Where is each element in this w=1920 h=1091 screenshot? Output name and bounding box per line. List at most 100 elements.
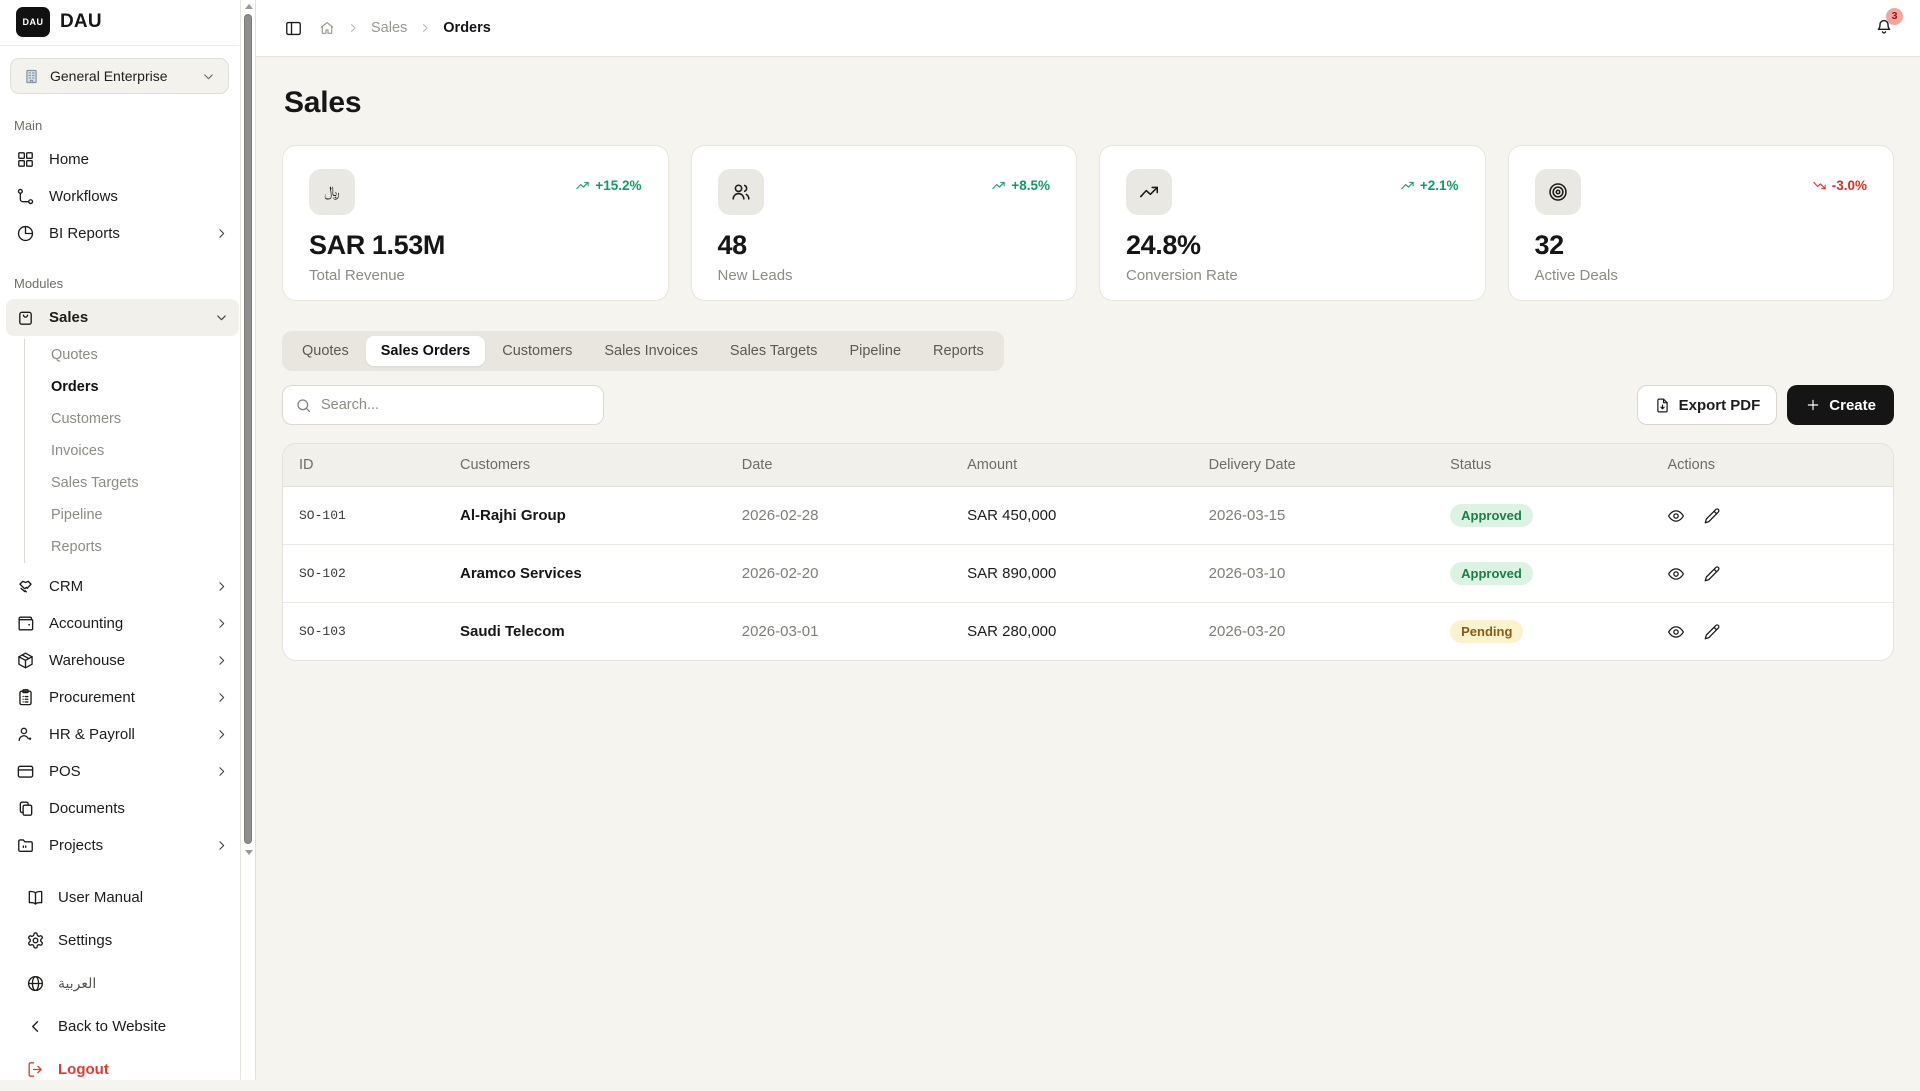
search-input[interactable] [321,397,591,413]
scrollbar-thumb[interactable] [244,14,252,844]
sidebar-item-pos[interactable]: POS [6,753,239,790]
sidebar-item-hr-payroll[interactable]: HR & Payroll [6,716,239,753]
sidebar: DAU DAU General Enterprise Main Home Wor… [0,0,256,1080]
tab-quotes[interactable]: Quotes [302,343,349,359]
tab-customers[interactable]: Customers [502,343,573,359]
pie-chart-icon [16,224,35,243]
view-order-button[interactable] [1667,565,1685,583]
toolbar: Export PDF Create [282,385,1894,425]
order-customer: Aramco Services [444,544,726,603]
sidebar-toggle-button[interactable] [284,19,303,38]
kpi-label: Active Deals [1534,267,1618,284]
kpi-value: SAR 1.53M [309,230,445,260]
sidebar-item-workflows[interactable]: Workflows [6,178,239,215]
target-icon [1547,181,1569,203]
edit-order-button[interactable] [1703,623,1721,641]
order-customer: Al-Rajhi Group [444,486,726,545]
sidebar-item-projects[interactable]: Projects [6,827,239,864]
kpi-icon-box [1534,169,1581,215]
user-manual[interactable]: User Manual [0,876,239,919]
eye-icon [1667,565,1685,583]
sidebar-item-label: HR & Payroll [49,726,135,743]
search-box [282,385,604,425]
sidebar-subitem-reports[interactable]: Reports [51,539,102,555]
table-header-row: ID Customers Date Amount Delivery Date Status… [283,444,1893,487]
order-delivery-date: 2026-03-15 [1192,486,1435,545]
sidebar-item-bi-reports[interactable]: BI Reports [6,215,239,252]
eye-icon [1667,623,1685,641]
sidebar-item-warehouse[interactable]: Warehouse [6,642,239,679]
scrollbar-down-arrow[interactable] [244,850,253,855]
kpi-card-new-leads: +8.5% 48 New Leads [690,145,1077,301]
sidebar-subitem-orders[interactable]: Orders [51,379,99,395]
tab-sales-orders[interactable]: Sales Orders [365,336,486,366]
create-button[interactable]: Create [1787,385,1894,425]
table-row[interactable]: SO-103 Saudi Telecom 2026-03-01 SAR 280,… [283,603,1893,661]
column-header-id: ID [283,444,444,487]
export-pdf-label: Export PDF [1678,396,1761,414]
trending-up-icon [1138,181,1160,203]
logout[interactable]: Logout [0,1048,239,1091]
breadcrumb-item-orders: Orders [443,20,491,36]
sidebar-item-sales[interactable]: Sales [6,299,239,336]
footer-item-label: Logout [58,1061,109,1078]
status-badge: Approved [1450,562,1533,585]
sidebar-item-crm[interactable]: CRM [6,568,239,605]
trend-up-icon [991,178,1006,193]
table-row[interactable]: SO-101 Al-Rajhi Group 2026-02-28 SAR 450… [283,486,1893,545]
notifications-button[interactable]: 3 [1874,7,1903,36]
order-id: SO-103 [299,624,346,639]
app-logo: DAU DAU [0,0,239,46]
clipboard-list-icon [16,688,35,707]
content: Sales ﷼ +15.2% SAR 1.53M Total Revenue +… [256,57,1920,1080]
pencil-icon [1703,623,1721,641]
kpi-icon-box [717,169,764,215]
sidebar-subitem-sales-targets[interactable]: Sales Targets [51,475,139,491]
sidebar-subitem-invoices[interactable]: Invoices [51,443,105,459]
sidebar-item-home[interactable]: Home [6,141,239,178]
tab-sales-invoices[interactable]: Sales Invoices [604,343,698,359]
column-header-status: Status [1434,444,1652,487]
globe-icon [26,974,45,993]
order-date: 2026-02-28 [725,486,952,545]
sidebar-subitem-customers[interactable]: Customers [51,411,122,427]
kpi-card-total-revenue: ﷼ +15.2% SAR 1.53M Total Revenue [282,145,669,301]
kpi-trend: +15.2% [575,178,642,193]
kpi-value: 32 [1534,230,1565,260]
org-selector[interactable]: General Enterprise [10,58,229,94]
sidebar-scrollbar[interactable] [240,0,255,1080]
sidebar-subitem-pipeline[interactable]: Pipeline [51,507,103,523]
edit-order-button[interactable] [1703,507,1721,525]
order-id: SO-102 [283,544,444,603]
sidebar-footer: User Manual Settings العربية Back to Web… [0,876,239,1091]
view-order-button[interactable] [1667,507,1685,525]
back-to-website[interactable]: Back to Website [0,1005,239,1048]
sidebar-subitem-quotes[interactable]: Quotes [51,347,98,363]
breadcrumb-item-sales[interactable]: Sales [371,20,408,36]
scrollbar-up-arrow[interactable] [244,4,253,9]
edit-order-button[interactable] [1703,565,1721,583]
home-icon [319,20,335,36]
handshake-icon [16,577,35,596]
tab-pipeline[interactable]: Pipeline [849,343,902,359]
table-row[interactable]: SO-102 Aramco Services 2026-02-20 SAR 89… [283,544,1893,603]
breadcrumb-home[interactable] [319,20,335,36]
sidebar-section-label: Modules [14,276,64,291]
sidebar-item-documents[interactable]: Documents [6,790,239,827]
notification-badge: 3 [1886,7,1903,25]
documents-icon [16,799,35,818]
kpi-value: 48 [717,230,748,260]
sidebar-item-accounting[interactable]: Accounting [6,605,239,642]
kpi-label: Conversion Rate [1126,267,1238,284]
pencil-icon [1703,565,1721,583]
kpi-trend-value: +15.2% [595,178,642,193]
sidebar-item-procurement[interactable]: Procurement [6,679,239,716]
language-switcher[interactable]: العربية [0,962,239,1005]
tab-sales-targets[interactable]: Sales Targets [729,343,818,359]
export-pdf-button[interactable]: Export PDF [1636,385,1778,425]
order-date: 2026-03-01 [741,623,819,640]
view-order-button[interactable] [1667,623,1685,641]
settings[interactable]: Settings [0,919,239,962]
create-label: Create [1829,396,1876,414]
tab-reports[interactable]: Reports [933,343,984,359]
